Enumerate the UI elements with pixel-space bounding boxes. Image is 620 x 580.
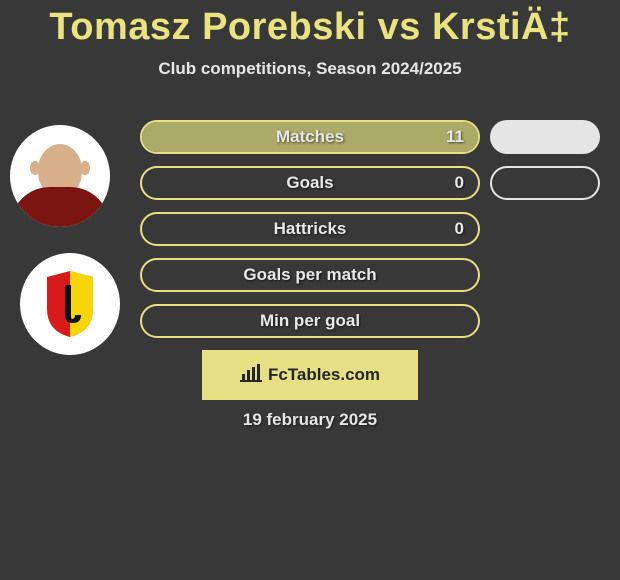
player-ears-shape	[30, 161, 90, 177]
bar-chart-icon	[240, 364, 262, 387]
footer-date: 19 february 2025	[0, 410, 620, 430]
stat-label: Matches	[276, 127, 344, 147]
stat-row: Hattricks 0	[140, 212, 480, 246]
stat-value: 0	[455, 173, 464, 193]
branding-text: FcTables.com	[268, 365, 380, 385]
avatar-stack	[10, 125, 130, 355]
comparison-card: Tomasz Porebski vs KrstiÄ‡ Club competit…	[0, 0, 620, 580]
stat-value: 0	[455, 219, 464, 239]
stat-row: Min per goal	[140, 304, 480, 338]
stat-row: Matches 11	[140, 120, 480, 154]
stat-value: 11	[446, 127, 464, 147]
branding-badge[interactable]: FcTables.com	[202, 350, 418, 400]
opponent-oval	[490, 120, 600, 154]
opponent-oval	[490, 166, 600, 200]
stat-label: Min per goal	[260, 311, 360, 331]
stat-row: Goals per match	[140, 258, 480, 292]
player-avatar	[10, 125, 110, 227]
player-shirt-shape	[10, 187, 110, 227]
club-crest-avatar	[20, 253, 120, 355]
stat-row: Goals 0	[140, 166, 480, 200]
stat-label: Hattricks	[274, 219, 347, 239]
club-crest-icon	[43, 269, 97, 339]
stat-label: Goals per match	[243, 265, 376, 285]
stat-rows: Matches 11 Goals 0 Hattricks 0 Goals per match…	[140, 120, 480, 338]
page-subtitle: Club competitions, Season 2024/2025	[0, 59, 620, 79]
stat-label: Goals	[286, 173, 333, 193]
page-title: Tomasz Porebski vs KrstiÄ‡	[0, 0, 620, 49]
opponent-ovals	[490, 120, 600, 200]
